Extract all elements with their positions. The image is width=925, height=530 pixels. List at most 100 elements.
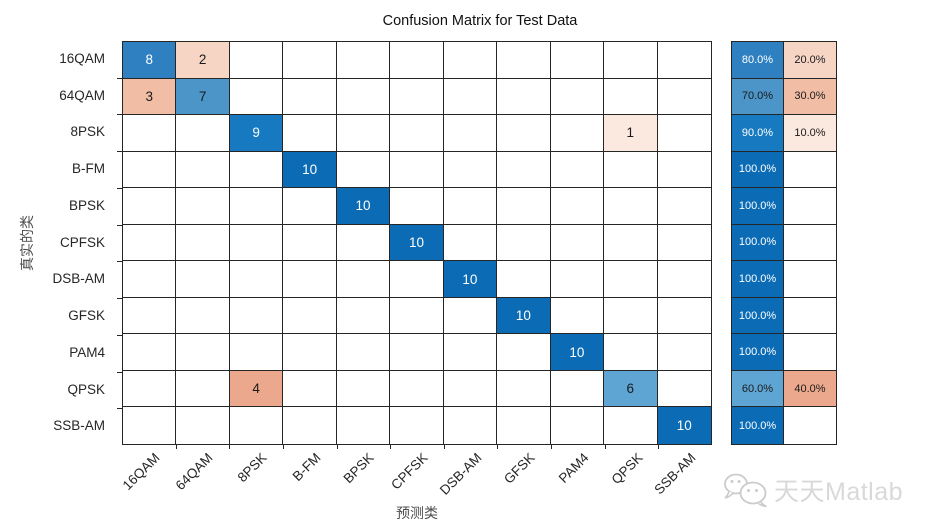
x-axis-tick (175, 445, 177, 449)
x-axis-label: 预测类 (396, 505, 438, 521)
matrix-cell-empty (283, 334, 337, 371)
matrix-cell-empty (550, 42, 605, 79)
matrix-cell-empty (604, 334, 658, 371)
matrix-cell-empty (336, 42, 391, 79)
matrix-cell-empty (657, 371, 711, 408)
matrix-cell-empty (123, 370, 177, 408)
matrix-cell-empty (123, 261, 177, 298)
matrix-cell-empty (657, 298, 711, 335)
matrix-cell-empty (123, 188, 177, 225)
summary-correct-cell: 100.0% (732, 407, 784, 444)
matrix-cell: 9 (229, 115, 284, 152)
matrix-cell-empty (176, 115, 230, 152)
matrix-cell-empty (283, 407, 337, 444)
matrix-cell: 8 (123, 42, 177, 79)
x-axis-tick (551, 445, 553, 449)
row-label-QPSK: QPSK (67, 381, 105, 397)
summary-correct-cell: 100.0% (732, 151, 784, 189)
matrix-cell-empty (497, 370, 551, 408)
chart-title: Confusion Matrix for Test Data (382, 13, 578, 29)
summary-incorrect-cell: 20.0% (784, 42, 836, 79)
x-axis-tick (390, 445, 392, 449)
row-label-SSB-AM: SSB-AM (53, 418, 105, 434)
matrix-cell-empty (229, 78, 284, 116)
matrix-cell-empty (550, 297, 605, 335)
matrix-cell-empty (390, 188, 444, 225)
matrix-cell-empty (229, 224, 284, 262)
summary-incorrect-cell: 10.0% (784, 115, 836, 152)
matrix-cell-empty (497, 334, 551, 371)
matrix-cell-empty (497, 261, 551, 298)
watermark: 天天Matlab (722, 471, 903, 508)
matrix-cell-empty (551, 407, 605, 444)
matrix-cell-empty (657, 261, 711, 298)
matrix-cell-empty (497, 42, 551, 79)
matrix-cell-empty (176, 151, 230, 189)
row-label-16QAM: 16QAM (59, 51, 105, 66)
summary-incorrect-cell: 40.0% (784, 370, 836, 408)
summary-correct-cell: 100.0% (732, 334, 784, 371)
matrix-cell-empty (390, 151, 444, 189)
matrix-cell-empty (443, 370, 498, 408)
matrix-cell-empty (444, 407, 498, 444)
matrix-cell-empty (123, 224, 177, 262)
matrix-cell-empty (550, 188, 605, 225)
matrix-cell-empty (390, 334, 444, 371)
matrix-cell-empty (550, 151, 605, 189)
summary-correct-cell: 100.0% (732, 261, 784, 298)
row-label-DSB-AM: DSB-AM (52, 271, 105, 287)
row-label-BPSK: BPSK (68, 197, 105, 213)
matrix-cell-empty (123, 151, 177, 189)
row-label-B-FM: B-FM (72, 161, 105, 177)
matrix-cell-empty (604, 42, 658, 79)
y-axis-tick (117, 408, 122, 410)
matrix-cell-empty (443, 115, 498, 152)
row-labels: 16QAM 64QAM 8PSK B-FM BPSK CPFSK DSB-AM GFSK PAM… (0, 41, 114, 445)
matrix-cell-empty (176, 188, 230, 225)
matrix-cell-empty (550, 78, 605, 116)
matrix-cell: 1 (604, 115, 658, 152)
matrix-cell-empty (176, 224, 230, 262)
x-axis-tick (336, 445, 338, 449)
matrix-cell-empty (283, 42, 337, 79)
y-axis-tick (117, 334, 122, 336)
summary-cell-empty (784, 334, 836, 371)
matrix-cell-empty (123, 297, 177, 335)
matrix-cell-empty (229, 151, 284, 189)
x-axis-tick (604, 445, 606, 449)
row-label-64QAM: 64QAM (59, 87, 105, 103)
matrix-cell-empty (123, 407, 177, 444)
summary-correct-cell: 100.0% (732, 188, 784, 225)
matrix-cell: 10 (336, 188, 391, 225)
matrix-cell-empty (176, 261, 230, 298)
x-axis-tick (282, 445, 284, 449)
matrix-cell-empty (443, 42, 498, 79)
matrix-cell-empty (497, 78, 551, 116)
y-axis-tick (117, 371, 122, 373)
wechat-icon (724, 473, 767, 508)
matrix-cell-empty (390, 407, 444, 444)
matrix-cell-empty (229, 334, 284, 371)
matrix-cell-empty (336, 115, 391, 152)
matrix-cell-empty (443, 334, 498, 371)
matrix-cell-empty (657, 334, 711, 371)
x-axis-tick (443, 445, 445, 449)
matrix-cell-empty (176, 370, 230, 408)
summary-correct-cell: 100.0% (732, 297, 784, 335)
matrix-cell-empty (176, 334, 230, 371)
y-axis-tick (117, 261, 122, 263)
matrix-cell-empty (604, 78, 658, 116)
matrix-cell: 3 (123, 78, 177, 116)
matrix-cell-empty (443, 188, 498, 225)
matrix-cell-empty (390, 115, 444, 152)
matrix-cell-empty (443, 297, 498, 335)
matrix-cell-empty (550, 370, 605, 408)
y-axis-tick (117, 224, 122, 226)
y-axis-tick (117, 298, 122, 300)
matrix-cell-empty (336, 151, 391, 189)
matrix-cell-empty (283, 261, 337, 298)
row-summary-grid: 80.0% 20.0% 70.0% 30.0% 90.0% 10.0% 100.0% 100.… (731, 41, 837, 445)
y-axis-tick (117, 151, 122, 153)
summary-correct-cell: 70.0% (732, 78, 784, 116)
matrix-cell-empty (283, 78, 337, 116)
